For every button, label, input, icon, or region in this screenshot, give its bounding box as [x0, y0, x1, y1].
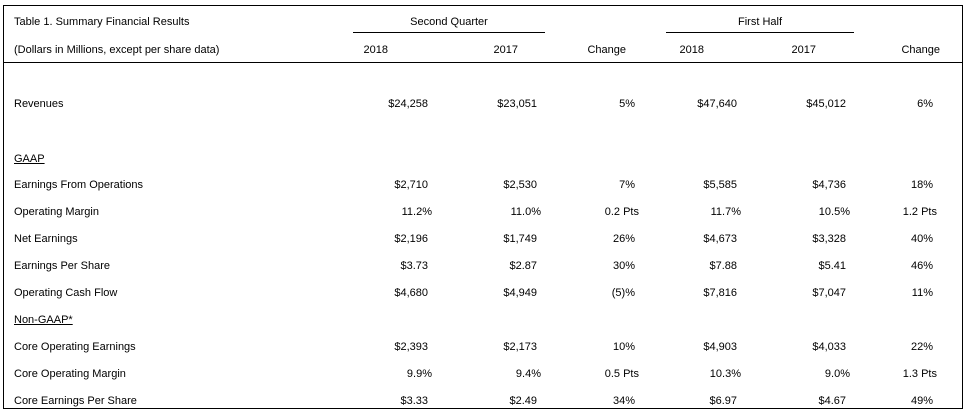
- row-label: Revenues: [14, 98, 64, 110]
- row-label: Operating Cash Flow: [14, 287, 118, 299]
- cell-h1-2017: $4,033: [812, 341, 846, 353]
- cell-h1-2018: $47,640: [697, 98, 737, 110]
- cell-q2-2018: $4,680: [394, 287, 428, 299]
- column-header-h1-2018: 2018: [679, 44, 704, 56]
- cell-h1-2018: 11.7%: [710, 206, 741, 218]
- cell-h1-change: 46%: [910, 260, 933, 272]
- cell-h1-2018: $4,673: [703, 233, 737, 245]
- cell-h1-change: 22%: [910, 341, 933, 353]
- cell-q2-2017: $4,949: [503, 287, 537, 299]
- cell-h1-change: 40%: [910, 233, 933, 245]
- cell-q2-2018: $24,258: [388, 98, 428, 110]
- cell-q2-2018: 11.2%: [401, 206, 432, 218]
- cell-h1-2017: $4,736: [812, 179, 846, 191]
- row-label: Operating Margin: [14, 206, 99, 218]
- cell-q2-change: (5)%: [611, 287, 635, 299]
- cell-q2-2017: $2.87: [509, 260, 537, 272]
- row-label: Core Earnings Per Share: [14, 395, 137, 407]
- cell-q2-2017: 11.0%: [510, 206, 541, 218]
- cell-h1-2018: $7.88: [709, 260, 737, 272]
- group-header-first-half: First Half: [738, 16, 782, 28]
- cell-q2-change: 7%: [619, 179, 635, 191]
- cell-h1-2017: $45,012: [806, 98, 846, 110]
- cell-h1-2017: $7,047: [812, 287, 846, 299]
- cell-q2-2017: 9.4%: [515, 368, 541, 380]
- row-label: Core Operating Margin: [14, 368, 126, 380]
- cell-h1-2017: 10.5%: [818, 206, 850, 218]
- cell-q2-2017: $2,530: [503, 179, 537, 191]
- row-label: Net Earnings: [14, 233, 78, 245]
- cell-h1-2018: 10.3%: [709, 368, 741, 380]
- cell-q2-2018: $3.73: [400, 260, 428, 272]
- cell-q2-change: 10%: [612, 341, 635, 353]
- cell-h1-2018: $6.97: [709, 395, 737, 407]
- cell-q2-change: 5%: [619, 98, 635, 110]
- cell-h1-change: 6%: [917, 98, 933, 110]
- cell-q2-2017: $2,173: [503, 341, 537, 353]
- table-subtitle: (Dollars in Millions, except per share d…: [14, 44, 220, 56]
- cell-h1-2017: $3,328: [812, 233, 846, 245]
- cell-q2-2017: $23,051: [497, 98, 537, 110]
- section-header-gaap: GAAP: [14, 153, 45, 165]
- cell-q2-2018: 9.9%: [406, 368, 432, 380]
- column-header-q2-2018: 2018: [363, 44, 388, 56]
- cell-q2-change: 30%: [612, 260, 635, 272]
- cell-q2-2018: $3.33: [400, 395, 428, 407]
- cell-q2-change: 34%: [612, 395, 635, 407]
- row-label: Core Operating Earnings: [14, 341, 136, 353]
- cell-q2-2018: $2,710: [394, 179, 428, 191]
- column-header-h1-2017: 2017: [791, 44, 816, 56]
- cell-h1-2017: 9.0%: [824, 368, 850, 380]
- cell-q2-change: 0.2 Pts: [604, 206, 639, 218]
- cell-h1-2018: $7,816: [703, 287, 737, 299]
- cell-h1-2018: $5,585: [703, 179, 737, 191]
- cell-q2-2017: $2.49: [509, 395, 537, 407]
- cell-h1-change: 1.3 Pts: [902, 368, 937, 380]
- column-header-h1-change: Change: [901, 44, 940, 56]
- cell-q2-2018: $2,196: [394, 233, 428, 245]
- table-title: Table 1. Summary Financial Results: [14, 16, 190, 28]
- cell-h1-2018: $4,903: [703, 341, 737, 353]
- cell-h1-change: 11%: [911, 287, 933, 299]
- second-quarter-underline: [353, 32, 545, 33]
- section-header-non-gaap: Non-GAAP*: [14, 314, 73, 326]
- cell-h1-change: 1.2 Pts: [902, 206, 937, 218]
- cell-h1-2017: $4.67: [818, 395, 846, 407]
- first-half-underline: [666, 32, 854, 33]
- group-header-second-quarter: Second Quarter: [410, 16, 488, 28]
- cell-q2-2017: $1,749: [503, 233, 537, 245]
- cell-q2-change: 26%: [612, 233, 635, 245]
- cell-h1-change: 49%: [910, 395, 933, 407]
- cell-h1-2017: $5.41: [818, 260, 846, 272]
- cell-h1-change: 18%: [910, 179, 933, 191]
- financial-results-table: Table 1. Summary Financial Results (Doll…: [3, 5, 963, 409]
- column-header-q2-change: Change: [587, 44, 626, 56]
- cell-q2-change: 0.5 Pts: [604, 368, 639, 380]
- row-label: Earnings From Operations: [14, 179, 143, 191]
- row-label: Earnings Per Share: [14, 260, 110, 272]
- column-header-q2-2017: 2017: [493, 44, 518, 56]
- cell-q2-2018: $2,393: [394, 341, 428, 353]
- header-divider: [4, 62, 962, 63]
